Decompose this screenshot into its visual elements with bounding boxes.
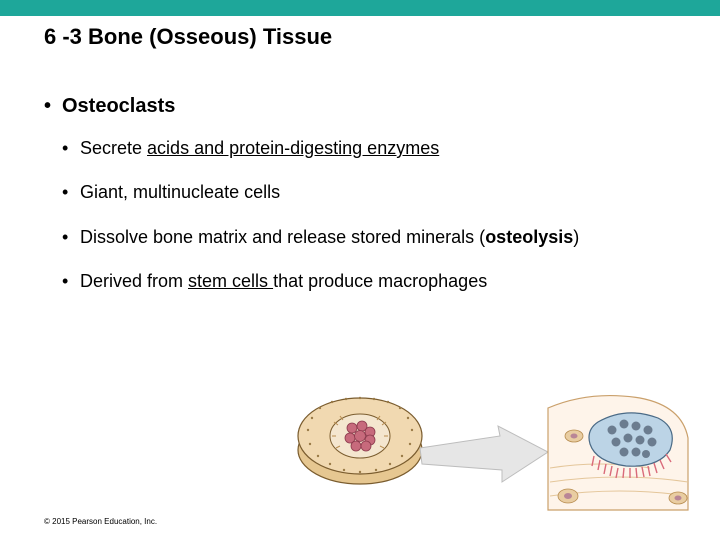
slide-title: 6 -3 Bone (Osseous) Tissue [44, 24, 332, 50]
bullet-3: Dissolve bone matrix and release stored … [62, 225, 684, 249]
heading-text: Osteoclasts [62, 95, 175, 117]
bone-disc [298, 397, 422, 484]
tissue-section [548, 396, 688, 510]
accent-bar [0, 0, 720, 16]
illustration-svg [290, 378, 690, 518]
bullet-1: Secrete acids and protein-digesting enzy… [62, 136, 684, 160]
copyright: © 2015 Pearson Education, Inc. [44, 517, 157, 526]
zoom-arrow [420, 426, 548, 482]
bullet-4: Derived from stem cells that produce mac… [62, 269, 684, 293]
slide: { "header": { "bar_color": "#1ea79a", "t… [0, 0, 720, 540]
heading-bullet: Osteoclasts Secrete acids and protein-di… [44, 95, 684, 293]
illustration [290, 378, 690, 518]
content-area: Osteoclasts Secrete acids and protein-di… [44, 95, 684, 313]
bullet-2: Giant, multinucleate cells [62, 180, 684, 204]
